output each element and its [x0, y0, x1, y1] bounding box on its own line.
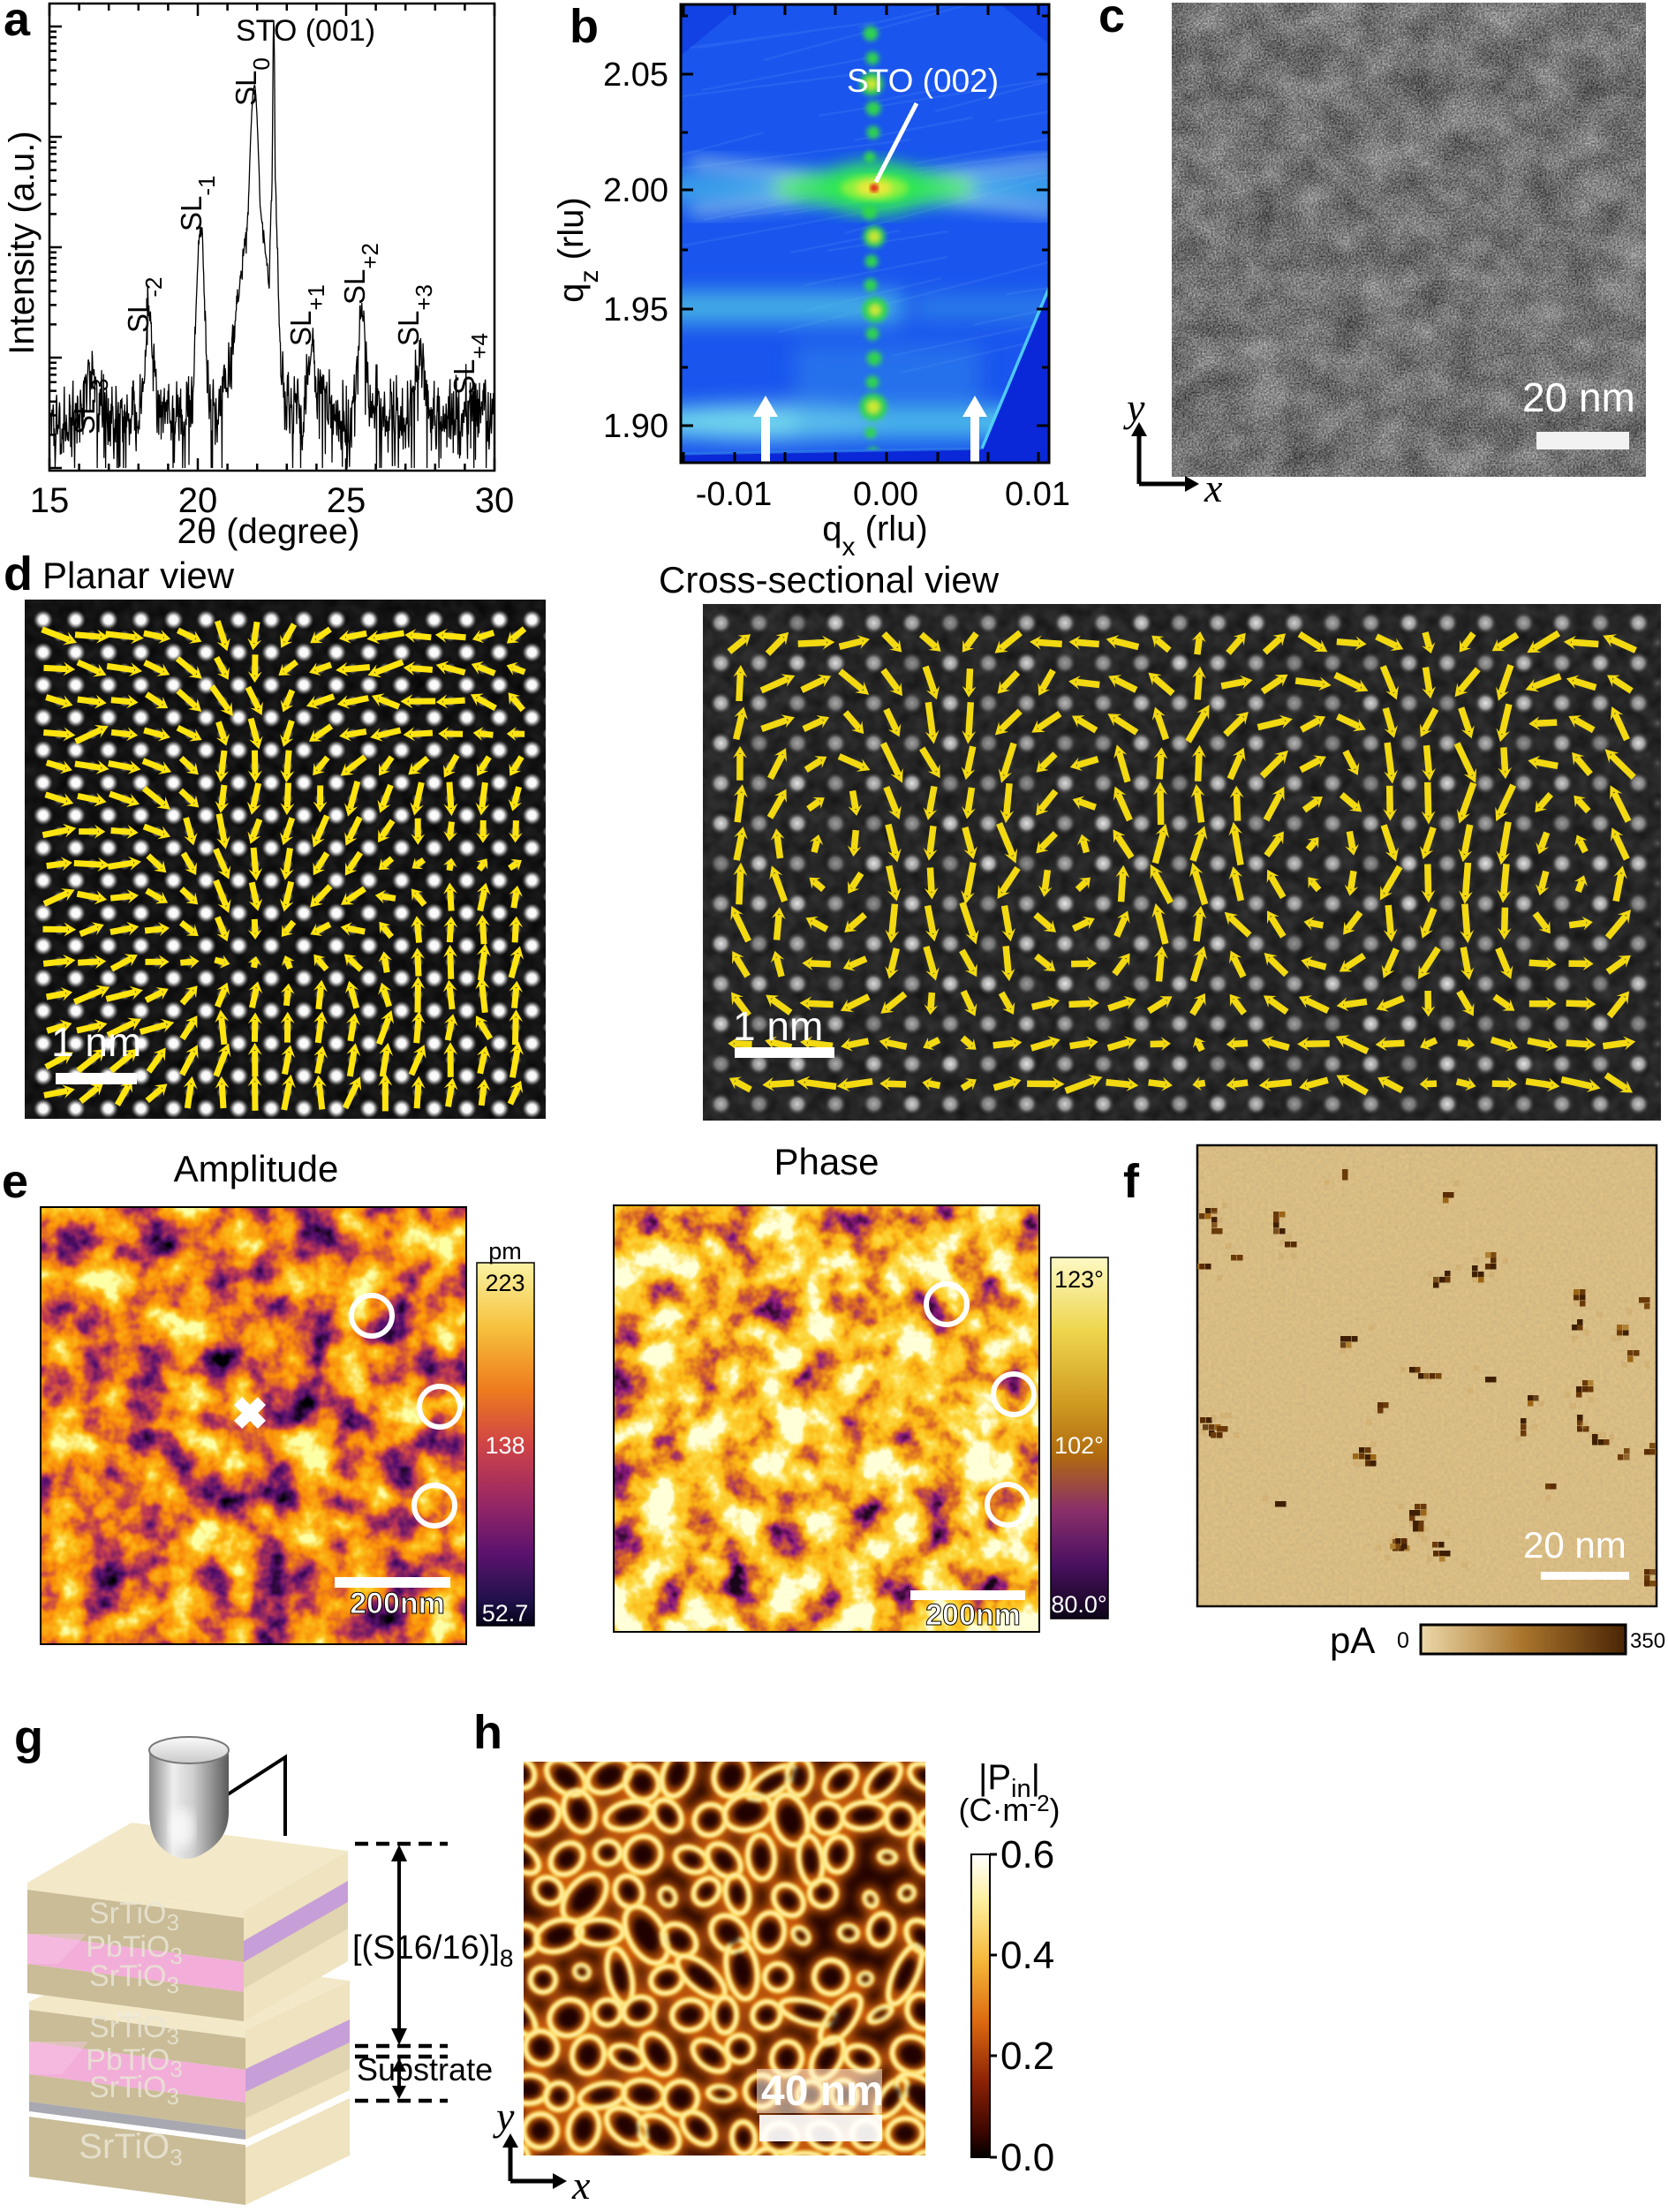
svg-text:0.6: 0.6	[1000, 1833, 1054, 1876]
svg-text:123°: 123°	[1054, 1266, 1104, 1293]
svg-text:1.90: 1.90	[603, 408, 668, 445]
svg-text:0.0: 0.0	[1000, 2136, 1054, 2179]
svg-text:PbTiO3: PbTiO3	[86, 1930, 183, 1969]
svg-text:0.01: 0.01	[1005, 476, 1070, 513]
svg-text:52.7: 52.7	[482, 1600, 529, 1627]
svg-text:y: y	[1123, 385, 1145, 430]
svg-text:138: 138	[485, 1432, 525, 1459]
svg-text:h: h	[473, 1706, 502, 1759]
svg-text:qz (rlu): qz (rlu)	[552, 197, 604, 302]
svg-text:b: b	[570, 0, 599, 53]
svg-text:1 nm: 1 nm	[51, 1019, 141, 1065]
svg-text:pA: pA	[1330, 1619, 1375, 1661]
svg-text:20 nm: 20 nm	[1523, 1524, 1626, 1566]
svg-text:Amplitude: Amplitude	[174, 1148, 339, 1189]
svg-text:223: 223	[485, 1270, 525, 1296]
svg-text:0.4: 0.4	[1000, 1934, 1054, 1977]
svg-text:1 nm: 1 nm	[733, 1003, 823, 1049]
svg-text:SrTiO3: SrTiO3	[89, 2011, 179, 2050]
svg-text:2.00: 2.00	[603, 172, 668, 209]
svg-text:Cross-sectional view: Cross-sectional view	[659, 559, 1000, 600]
svg-text:200nm: 200nm	[350, 1587, 445, 1620]
svg-text:qx (rlu): qx (rlu)	[822, 510, 927, 562]
svg-text:20: 20	[178, 481, 218, 520]
svg-text:STO (002): STO (002)	[847, 63, 999, 99]
svg-text:STO (001): STO (001)	[236, 14, 375, 48]
svg-text:g: g	[14, 1711, 43, 1764]
svg-text:SrTiO3: SrTiO3	[89, 1897, 179, 1936]
svg-text:0.2: 0.2	[1000, 2035, 1054, 2078]
svg-text:SrTiO3: SrTiO3	[89, 1959, 179, 1998]
svg-text:c: c	[1098, 0, 1125, 42]
svg-text:x: x	[1204, 465, 1223, 510]
svg-text:350: 350	[1630, 1629, 1665, 1653]
svg-text:Intensity (a.u.): Intensity (a.u.)	[3, 131, 42, 354]
svg-text:y: y	[493, 2094, 515, 2139]
svg-text:pm: pm	[488, 1238, 522, 1265]
svg-text:-0.01: -0.01	[696, 476, 773, 513]
svg-text:x: x	[571, 2163, 591, 2208]
svg-text:Substrate: Substrate	[357, 2051, 493, 2087]
svg-text:PbTiO3: PbTiO3	[86, 2043, 183, 2082]
svg-text:200nm: 200nm	[925, 1598, 1021, 1632]
svg-text:Planar view: Planar view	[42, 555, 235, 596]
svg-text:1.95: 1.95	[603, 291, 668, 328]
svg-text:20 nm: 20 nm	[1522, 374, 1635, 420]
svg-text:SrTiO3: SrTiO3	[79, 2127, 182, 2170]
svg-text:2θ (degree): 2θ (degree)	[177, 512, 360, 551]
svg-text:15: 15	[30, 481, 70, 520]
svg-text:80.0°: 80.0°	[1051, 1591, 1106, 1618]
svg-text:30: 30	[475, 481, 515, 520]
svg-text:[(S16/16)]8: [(S16/16)]8	[352, 1929, 513, 1972]
svg-text:Phase: Phase	[774, 1141, 879, 1182]
svg-text:...: ...	[115, 1987, 141, 2023]
svg-text:d: d	[4, 547, 33, 600]
svg-text:(C·m-2): (C·m-2)	[958, 1790, 1060, 1828]
svg-text:e: e	[2, 1155, 28, 1208]
svg-text:0: 0	[1397, 1628, 1409, 1653]
svg-text:25: 25	[327, 481, 366, 520]
svg-text:SrTiO3: SrTiO3	[89, 2071, 179, 2110]
svg-text:40 nm: 40 nm	[761, 2068, 884, 2115]
svg-text:2.05: 2.05	[603, 57, 668, 94]
svg-text:a: a	[4, 0, 31, 46]
svg-text:102°: 102°	[1054, 1432, 1104, 1459]
svg-text:f: f	[1123, 1155, 1140, 1208]
svg-text:0.00: 0.00	[853, 476, 918, 513]
